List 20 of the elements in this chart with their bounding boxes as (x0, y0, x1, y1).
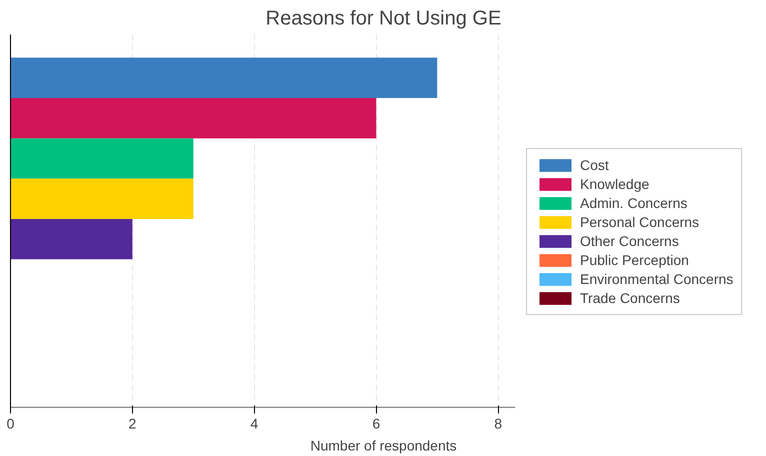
legend-label: Knowledge (580, 176, 650, 192)
x-tick-label: 2 (128, 416, 137, 432)
bar (10, 98, 376, 138)
x-tick-label: 6 (372, 416, 380, 432)
legend-label: Admin. Concerns (580, 195, 688, 211)
legend-label: Environmental Concerns (580, 271, 734, 287)
bar (10, 138, 194, 179)
legend-label: Cost (580, 157, 609, 173)
legend-label: Public Perception (580, 252, 689, 268)
chart-title: Reasons for Not Using GE (266, 8, 502, 30)
bar (10, 218, 132, 260)
bar (10, 58, 438, 98)
bar (10, 178, 194, 219)
legend-label: Personal Concerns (580, 214, 700, 230)
x-axis-title: Number of respondents (310, 438, 457, 454)
x-tick-label: 4 (250, 416, 258, 432)
legend-label: Trade Concerns (580, 290, 680, 306)
x-tick-label: 0 (6, 416, 15, 432)
x-tick-label: 8 (494, 416, 502, 432)
legend-label: Other Concerns (580, 233, 679, 249)
